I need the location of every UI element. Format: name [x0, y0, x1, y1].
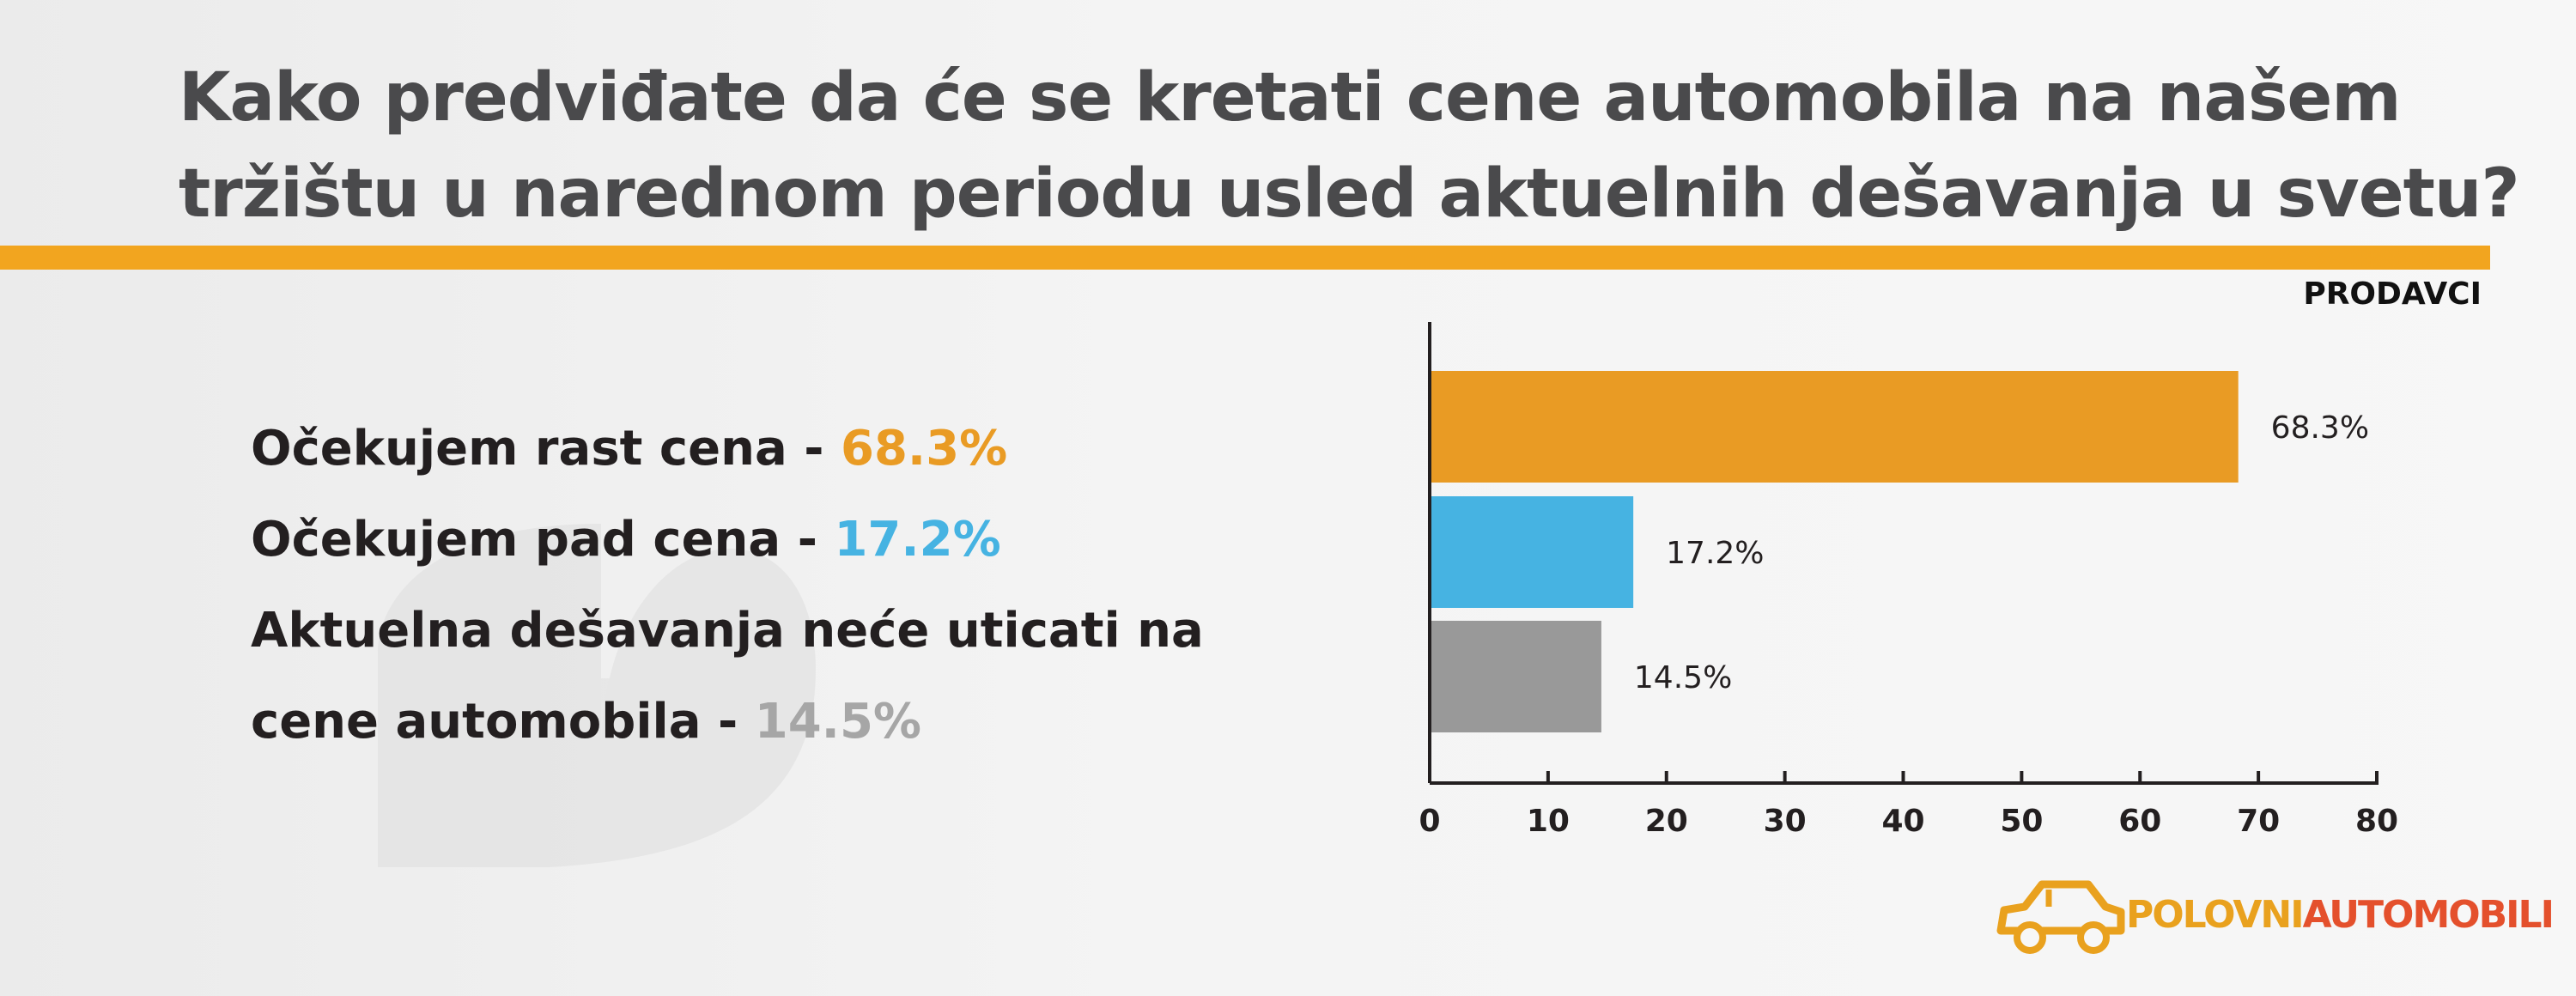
brand-logo: POLOVNIAUTOMOBILI: [2126, 893, 2555, 937]
bar-value-label-3: 14.5%: [1634, 660, 1732, 695]
x-tick-label-20: 20: [1645, 804, 1688, 839]
title-line-1: Kako predviđate da će se kretati cene au…: [179, 59, 2402, 137]
answer-none-percent: 14.5%: [754, 694, 922, 750]
x-tick-label-70: 70: [2237, 804, 2280, 839]
x-tick-label-30: 30: [1764, 804, 1807, 839]
answer-rise-percent: 68.3%: [840, 421, 1008, 477]
bar-1: [1430, 371, 2239, 483]
answer-none-text-2: cene automobila -: [251, 694, 755, 750]
bar-value-label-2: 17.2%: [1666, 536, 1764, 571]
bar-3: [1430, 621, 1601, 732]
answer-fall-percent: 17.2%: [834, 512, 1001, 568]
x-tick-label-40: 40: [1881, 804, 1924, 839]
chart-label: PRODAVCI: [2303, 276, 2482, 312]
brand-name-1: POLOVNI: [2126, 893, 2305, 937]
answer-fall-text: Očekujem pad cena -: [251, 512, 835, 568]
page-title: Kako predviđate da će se kretati cene au…: [179, 50, 2520, 242]
x-tick-label-60: 60: [2118, 804, 2161, 839]
title-divider: [0, 246, 2490, 270]
answer-none-text-1: Aktuelna dešavanja neće uticati na: [251, 603, 1204, 659]
x-tick-label-10: 10: [1527, 804, 1570, 839]
bar-value-label-1: 68.3%: [2271, 410, 2369, 446]
answer-rise-text: Očekujem rast cena -: [251, 421, 841, 477]
answer-rise: Očekujem rast cena - 68.3%: [251, 404, 1204, 495]
bar-2: [1430, 496, 1634, 608]
answer-none-line-1: Aktuelna dešavanja neće uticati na: [251, 586, 1204, 677]
answer-none-line-2: cene automobila - 14.5%: [251, 677, 1204, 768]
answer-fall: Očekujem pad cena - 17.2%: [251, 495, 1204, 586]
x-tick-label-80: 80: [2355, 804, 2398, 839]
x-tick-label-50: 50: [2000, 804, 2043, 839]
title-line-2: tržištu u narednom periodu usled aktueln…: [179, 155, 2520, 233]
car-icon: [1996, 880, 2125, 954]
answer-list: Očekujem rast cena - 68.3% Očekujem pad …: [251, 404, 1204, 768]
x-tick-label-0: 0: [1419, 804, 1440, 839]
brand-name-2: AUTOMOBILI: [2302, 893, 2555, 937]
